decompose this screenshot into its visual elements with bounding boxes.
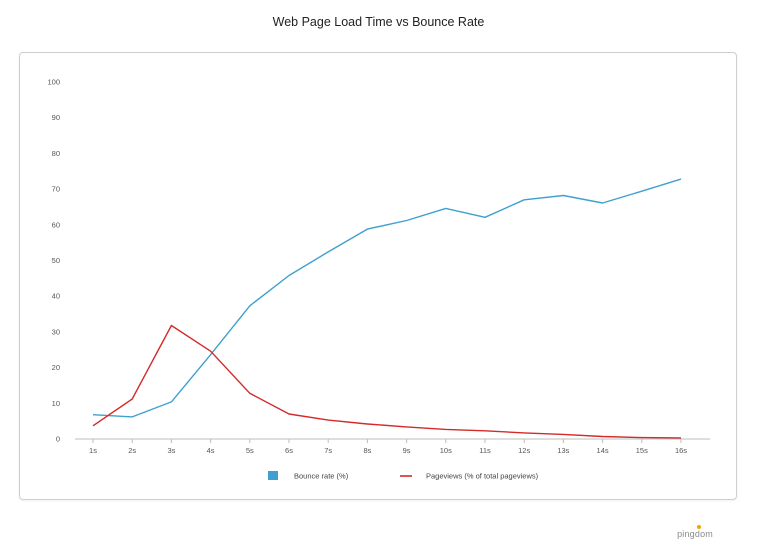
series-lines xyxy=(92,178,682,439)
x-tick-label: 8s xyxy=(363,446,371,455)
y-tick-label: 100 xyxy=(47,78,60,87)
y-tick-label: 70 xyxy=(52,185,60,194)
x-tick-label: 11s xyxy=(479,446,491,455)
x-axis-ticks: 1s 2s 3s 4s 5s 6s 7s 8s 9s 10s 11s 12s 13s 14s 15s 16s xyxy=(89,439,687,455)
y-axis-ticks: 0 10 20 30 40 50 60 70 80 90 100 xyxy=(47,78,60,444)
y-tick-label: 60 xyxy=(52,220,60,229)
x-tick-label: 5s xyxy=(246,446,254,455)
pingdom-logo: pingdom xyxy=(677,525,713,539)
y-tick-label: 20 xyxy=(52,363,60,372)
series-line-pageviews xyxy=(92,324,682,439)
x-tick-label: 14s xyxy=(597,446,609,455)
x-tick-label: 2s xyxy=(128,446,136,455)
series-line-bounce-rate xyxy=(92,178,682,418)
y-tick-label: 30 xyxy=(52,327,60,336)
x-tick-label: 9s xyxy=(403,446,411,455)
y-tick-label: 10 xyxy=(52,399,60,408)
chart-title: Web Page Load Time vs Bounce Rate xyxy=(272,15,485,29)
y-tick-label: 80 xyxy=(52,149,60,158)
legend-label: Pageviews (% of total pageviews) xyxy=(426,472,539,481)
legend: Bounce rate (%) Pageviews (% of total pag… xyxy=(268,471,539,481)
y-tick-label: 50 xyxy=(52,256,60,265)
chart-card: 0 10 20 30 40 50 60 70 80 90 100 1s 2s 3s 4s 5s 6s 7s 8s 9… xyxy=(19,52,737,539)
y-tick-label: 0 xyxy=(56,435,60,444)
x-tick-label: 3s xyxy=(167,446,175,455)
line-chart: 0 10 20 30 40 50 60 70 80 90 100 1s 2s 3s 4s 5s 6s 7s 8s 9… xyxy=(47,78,710,481)
legend-label: Bounce rate (%) xyxy=(294,472,349,481)
x-tick-label: 6s xyxy=(285,446,293,455)
brand-text: pingdom xyxy=(677,529,713,539)
x-tick-label: 15s xyxy=(636,446,648,455)
y-tick-label: 40 xyxy=(52,292,60,301)
y-tick-label: 90 xyxy=(52,113,60,122)
x-tick-label: 1s xyxy=(89,446,97,455)
brand-dot-icon xyxy=(697,525,701,529)
x-tick-label: 16s xyxy=(675,446,687,455)
x-tick-label: 10s xyxy=(440,446,452,455)
x-tick-label: 4s xyxy=(207,446,215,455)
x-tick-label: 7s xyxy=(324,446,332,455)
legend-marker-square xyxy=(268,471,278,480)
x-tick-label: 12s xyxy=(518,446,530,455)
x-tick-label: 13s xyxy=(557,446,569,455)
